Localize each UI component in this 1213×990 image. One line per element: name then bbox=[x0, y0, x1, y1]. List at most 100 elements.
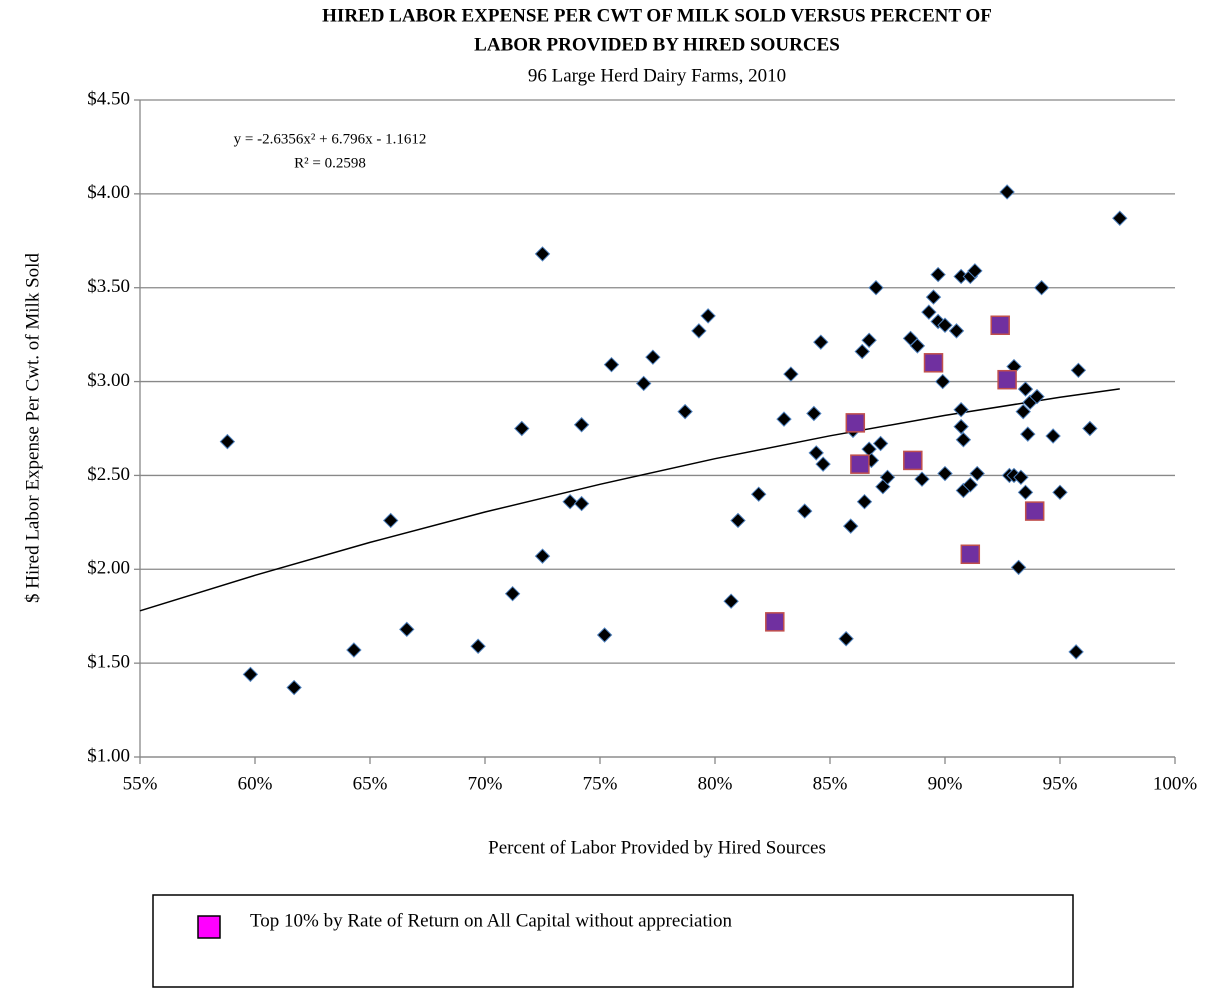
point bbox=[635, 375, 652, 392]
x-tick-label: 100% bbox=[1153, 773, 1198, 794]
x-tick-label: 80% bbox=[698, 773, 733, 794]
point bbox=[953, 418, 969, 435]
legend-swatch bbox=[197, 915, 221, 939]
x-tick-label: 60% bbox=[238, 773, 273, 794]
point bbox=[854, 343, 870, 360]
y-tick-label: $2.00 bbox=[87, 558, 130, 579]
legend bbox=[152, 894, 1074, 988]
point bbox=[969, 465, 985, 482]
point bbox=[925, 289, 942, 305]
point bbox=[1033, 280, 1050, 296]
point bbox=[967, 263, 983, 279]
point bbox=[806, 405, 822, 422]
point bbox=[953, 402, 969, 418]
point bbox=[562, 494, 578, 510]
y-tick-label: $1.50 bbox=[87, 652, 130, 673]
point bbox=[573, 417, 590, 433]
point bbox=[796, 503, 813, 519]
point bbox=[1017, 381, 1034, 397]
point bbox=[999, 184, 1015, 200]
point bbox=[962, 477, 979, 493]
point bbox=[813, 334, 829, 350]
y-tick-label: $1.00 bbox=[87, 745, 130, 766]
point bbox=[872, 435, 889, 452]
legend-label: Top 10% by Rate of Return on All Capital… bbox=[250, 910, 733, 931]
point bbox=[909, 338, 926, 354]
x-tick-label: 65% bbox=[353, 773, 388, 794]
point bbox=[937, 465, 953, 482]
chart-title: LABOR PROVIDED BY HIRED SOURCES bbox=[474, 34, 840, 55]
point bbox=[1082, 420, 1098, 437]
point bbox=[573, 495, 590, 512]
point bbox=[868, 280, 884, 296]
point bbox=[960, 544, 981, 565]
x-tick-label: 95% bbox=[1043, 773, 1078, 794]
point bbox=[845, 413, 866, 433]
point bbox=[815, 456, 831, 472]
point bbox=[504, 585, 521, 602]
point bbox=[914, 471, 930, 487]
point bbox=[1070, 362, 1087, 379]
point bbox=[1068, 644, 1084, 660]
point bbox=[677, 403, 693, 420]
point bbox=[842, 518, 859, 534]
point bbox=[955, 432, 972, 448]
point bbox=[691, 323, 707, 339]
point bbox=[1020, 426, 1036, 442]
point bbox=[534, 548, 551, 564]
point bbox=[903, 450, 923, 471]
chart-subtitle: 96 Large Herd Dairy Farms, 2010 bbox=[528, 65, 786, 86]
point bbox=[603, 356, 620, 373]
point bbox=[765, 612, 785, 632]
trendline bbox=[139, 388, 1120, 612]
point bbox=[990, 315, 1010, 336]
point bbox=[1052, 484, 1068, 501]
point bbox=[937, 317, 953, 333]
point bbox=[730, 512, 746, 529]
trendline-r-squared: R² = 0.2598 bbox=[294, 155, 366, 171]
point bbox=[346, 642, 362, 658]
point bbox=[242, 666, 259, 683]
point bbox=[596, 627, 613, 643]
point bbox=[997, 369, 1017, 390]
point bbox=[470, 638, 486, 654]
y-axis-title: $ Hired Labor Expense Per Cwt. of Milk S… bbox=[22, 253, 43, 603]
point bbox=[838, 631, 854, 647]
point bbox=[808, 445, 824, 461]
y-tick-label: $4.00 bbox=[87, 182, 130, 203]
point bbox=[1024, 501, 1045, 521]
point bbox=[921, 304, 937, 320]
point bbox=[399, 621, 415, 638]
x-tick-label: 90% bbox=[928, 773, 963, 794]
point bbox=[219, 433, 236, 450]
point bbox=[861, 332, 877, 348]
y-tick-label: $3.50 bbox=[87, 276, 130, 297]
point bbox=[923, 353, 944, 373]
point bbox=[534, 246, 551, 262]
point bbox=[700, 308, 716, 324]
point bbox=[1029, 388, 1045, 405]
x-tick-label: 85% bbox=[813, 773, 848, 794]
point bbox=[645, 349, 661, 365]
point bbox=[382, 512, 399, 529]
y-tick-label: $4.50 bbox=[87, 88, 130, 109]
point bbox=[1017, 484, 1034, 501]
point bbox=[948, 323, 965, 339]
point bbox=[1015, 403, 1031, 420]
point bbox=[776, 411, 792, 427]
point bbox=[783, 366, 799, 382]
point bbox=[930, 266, 946, 283]
x-tick-label: 55% bbox=[123, 773, 158, 794]
point bbox=[286, 679, 302, 696]
x-tick-label: 70% bbox=[468, 773, 503, 794]
point bbox=[1010, 559, 1027, 576]
point bbox=[934, 373, 951, 390]
point bbox=[850, 454, 870, 474]
point bbox=[1045, 428, 1061, 444]
y-tick-label: $2.50 bbox=[87, 464, 130, 485]
point bbox=[1013, 469, 1029, 486]
point bbox=[750, 486, 767, 502]
chart-title: HIRED LABOR EXPENSE PER CWT OF MILK SOLD… bbox=[322, 5, 992, 26]
point bbox=[723, 593, 739, 609]
